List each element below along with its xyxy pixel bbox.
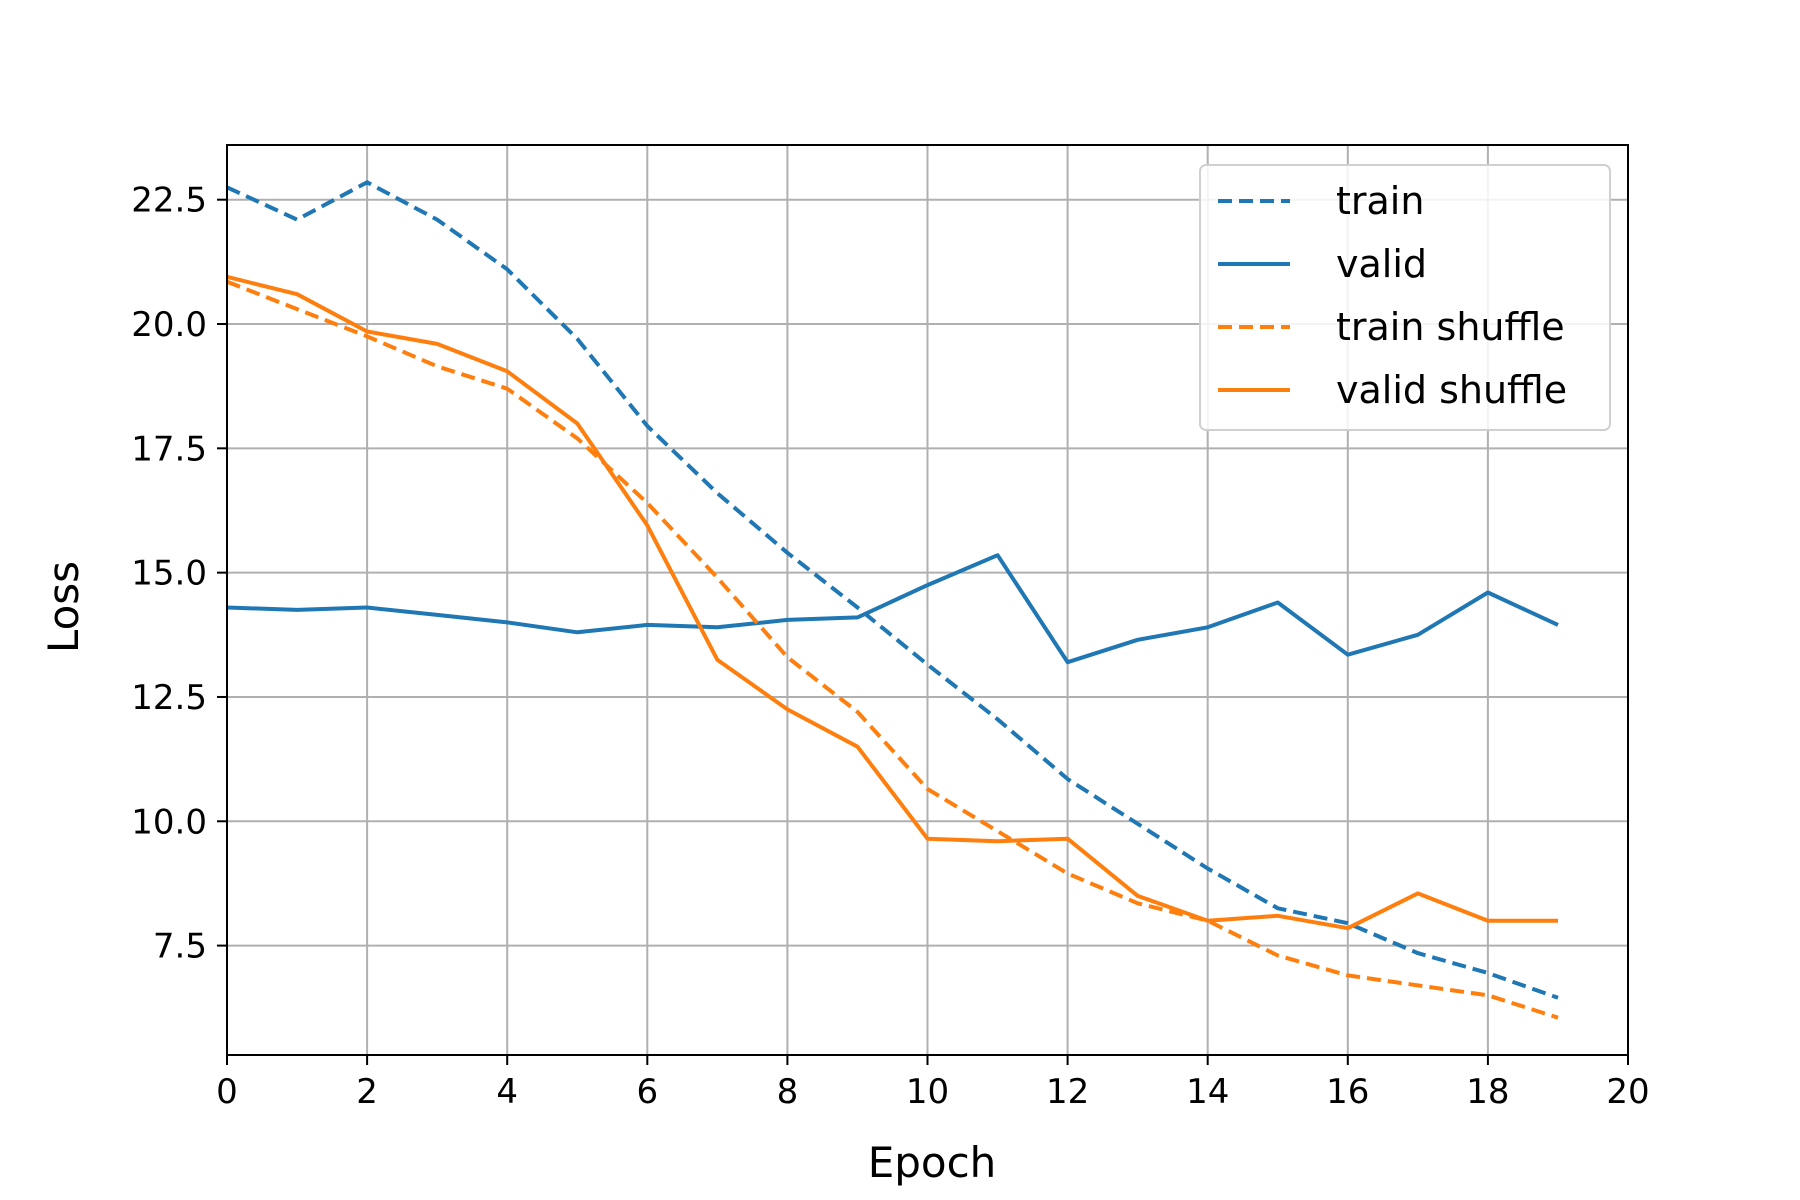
x-tick-label: 6 [636,1072,658,1112]
x-tick-label: 4 [496,1072,518,1112]
x-axis-ticks: 0 2 4 6 8 10 12 14 16 18 20 [216,1055,1650,1112]
series-line-valid-shuffle [226,274,1558,931]
legend-label-valid-shuffle: valid shuffle [1336,368,1567,412]
y-tick-label: 22.5 [131,181,207,221]
series-lines [226,180,1559,1020]
legend: train valid train shuffle valid shuffle [1199,164,1611,431]
x-tick-label: 20 [1606,1072,1649,1112]
series-line-train [226,180,1559,1000]
x-tick-label: 2 [356,1072,378,1112]
legend-box [1199,164,1611,431]
x-tick-label: 0 [216,1072,238,1112]
legend-label-train: train [1336,179,1424,223]
x-tick-label: 16 [1326,1072,1369,1112]
x-axis-label: Epoch [868,1138,997,1187]
y-axis-ticks: 7.5 10.0 12.5 15.0 17.5 20.0 22.5 [131,181,227,967]
x-tick-label: 12 [1046,1072,1089,1112]
legend-label-valid: valid [1336,242,1427,286]
y-tick-label: 20.0 [131,305,207,345]
legend-label-train-shuffle: train shuffle [1336,305,1565,349]
y-tick-label: 15.0 [131,554,207,594]
x-tick-label: 14 [1186,1072,1229,1112]
x-tick-label: 10 [906,1072,949,1112]
y-axis-label: Loss [39,561,88,653]
y-tick-label: 10.0 [131,802,207,842]
x-tick-label: 18 [1466,1072,1509,1112]
y-tick-label: 17.5 [131,429,207,469]
series-line-train-shuffle [226,279,1559,1020]
y-tick-label: 7.5 [153,927,207,967]
series-line-valid [226,553,1559,665]
x-tick-label: 8 [777,1072,799,1112]
y-tick-label: 12.5 [131,678,207,718]
